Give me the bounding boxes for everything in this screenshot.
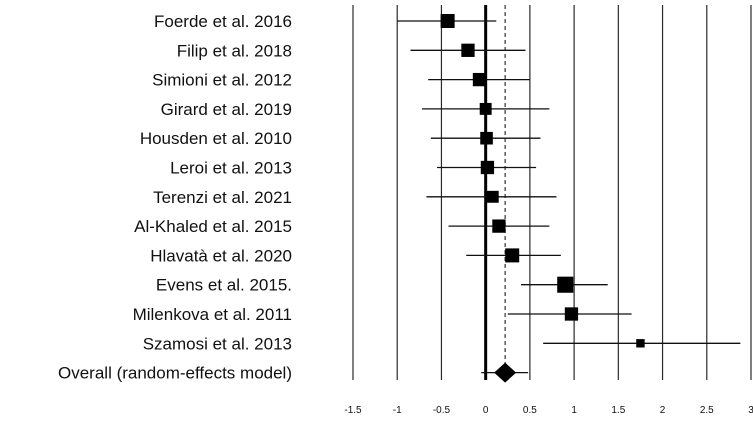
x-tick-label: 2.5 xyxy=(700,405,714,416)
study-labels: Foerde et al. 2016 Filip et al. 2018 Simio… xyxy=(58,12,292,383)
study-label: Milenkova et al. 2011 xyxy=(133,305,292,324)
x-tick-label: 2 xyxy=(660,405,666,416)
study-label: Foerde et al. 2016 xyxy=(154,12,292,31)
x-tick-label: 1 xyxy=(571,405,577,416)
study-point-estimate xyxy=(636,339,645,348)
study-label: Leroi et al. 2013 xyxy=(170,159,292,178)
study-point-estimate xyxy=(461,43,475,57)
x-tick-label: 0 xyxy=(483,405,489,416)
study-point-estimate xyxy=(479,102,492,115)
overall-label: Overall (random-effects model) xyxy=(58,364,292,383)
x-tick-label: -0.5 xyxy=(433,405,451,416)
study-label: Housden et al. 2010 xyxy=(140,129,292,148)
study-label: Hlavatà et al. 2020 xyxy=(150,246,292,265)
study-label: Terenzi et al. 2021 xyxy=(153,188,292,207)
study-label: Simioni et al. 2012 xyxy=(152,71,292,90)
study-label: Szamosi et al. 2013 xyxy=(143,334,292,353)
study-label: Filip et al. 2018 xyxy=(177,41,292,60)
x-tick-label: -1.5 xyxy=(344,405,362,416)
study-point-estimate xyxy=(564,307,579,321)
x-tick-label: 3 xyxy=(748,405,753,416)
grid-lines xyxy=(352,5,752,380)
study-label: Al-Khaled et al. 2015 xyxy=(134,217,292,236)
study-point-estimate xyxy=(472,72,487,87)
study-point-estimate xyxy=(486,190,499,203)
reference-lines xyxy=(484,5,506,380)
x-tick-label: -1 xyxy=(393,405,402,416)
study-point-estimate xyxy=(505,248,520,263)
study-point-estimate xyxy=(480,160,495,175)
x-axis-tick-labels: -1.5 -1 -0.5 0 0.5 1 1.5 2 2.5 3 xyxy=(344,405,753,416)
study-label: Evens et al. 2015. xyxy=(156,276,292,295)
study-point-estimate xyxy=(440,14,455,28)
overall-diamond xyxy=(494,362,517,383)
study-label: Girard et al. 2019 xyxy=(161,100,292,119)
study-point-estimate xyxy=(492,219,506,233)
study-point-estimate xyxy=(557,276,574,293)
x-tick-label: 1.5 xyxy=(611,405,625,416)
study-point-estimate xyxy=(480,131,493,145)
point-estimates xyxy=(440,14,645,383)
x-tick-label: 0.5 xyxy=(523,405,537,416)
